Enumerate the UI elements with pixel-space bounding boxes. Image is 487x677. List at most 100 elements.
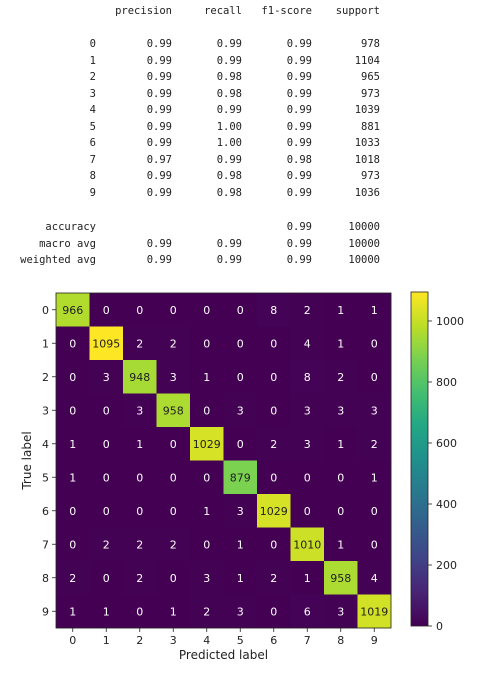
heatmap-cell: [89, 326, 124, 361]
cell-value-label: 0: [170, 505, 177, 518]
report-support-value: 10000: [348, 237, 380, 250]
heatmap-cell: [190, 561, 224, 595]
heatmap-cell: [290, 527, 325, 562]
report-f1-value: 0.98: [286, 153, 312, 166]
x-tick-label: 6: [270, 634, 277, 647]
heatmap-cell: [89, 427, 124, 461]
cell-value-label: 0: [136, 304, 143, 317]
heatmap-cell: [257, 527, 291, 562]
cell-value-label: 1: [337, 538, 344, 551]
heatmap-cell: [89, 393, 124, 428]
report-recall-value: 0.99: [216, 54, 242, 67]
cell-value-label: 0: [337, 471, 344, 484]
heatmap-cell: [56, 427, 90, 461]
report-f1-value: 0.99: [286, 186, 312, 199]
heatmap-cell: [89, 293, 124, 327]
cell-value-label: 0: [103, 572, 110, 585]
heatmap-cell: [123, 594, 157, 629]
report-class-label: 9: [89, 186, 96, 199]
heatmap-cell: [223, 293, 258, 327]
heatmap-cell: [290, 594, 325, 629]
report-recall-value: 0.99: [216, 38, 242, 50]
report-class-label: 7: [89, 153, 96, 166]
confusion-matrix-chart: 966 0 0 0 0 0 8 2 1 10 1095 2 2 0 0 0 4 1 00 3 948 3 1 0 0 8 2 00 0 3…: [20, 291, 464, 662]
heatmap-cell: [357, 527, 392, 562]
heatmap-cell: [156, 594, 191, 629]
cell-value-label: 1: [136, 438, 143, 451]
cell-value-label: 0: [304, 471, 311, 484]
heatmap-cell: [290, 393, 325, 428]
cell-value-label: 1: [304, 572, 311, 585]
heatmap-cell: [324, 494, 358, 528]
report-support-value: 1039: [354, 104, 380, 116]
report-class-label: 2: [89, 71, 96, 83]
y-tick-label: 5: [42, 471, 49, 484]
report-precision-value: 0.99: [146, 71, 172, 83]
cell-value-label: 879: [230, 471, 251, 484]
report-support-value: 973: [361, 87, 380, 100]
heatmap-cell: [290, 460, 325, 495]
cell-value-label: 2: [270, 572, 277, 585]
cell-value-label: 0: [103, 404, 110, 417]
heatmap-cell: [324, 326, 358, 361]
heatmap-cell: [257, 561, 291, 595]
cell-value-label: 0: [103, 438, 110, 451]
report-class-label: 8: [89, 170, 96, 182]
x-tick-label: 9: [371, 634, 378, 647]
heatmap-cell: [223, 460, 258, 495]
report-precision-value: 0.99: [146, 170, 172, 182]
report-precision-value: 0.99: [146, 54, 172, 67]
cell-value-label: 2: [170, 337, 177, 350]
heatmap-cell: [357, 494, 392, 528]
report-precision-value: 0.99: [146, 237, 172, 250]
y-tick-label: 4: [42, 438, 49, 451]
x-tick-label: 5: [237, 634, 244, 647]
heatmap-cell: [357, 594, 392, 629]
colorbar-tick-label: 400: [436, 498, 457, 511]
cell-value-label: 0: [170, 572, 177, 585]
report-precision-value: 0.99: [146, 137, 172, 149]
heatmap-cell: [123, 360, 157, 394]
heatmap-cell: [257, 393, 291, 428]
heatmap-cell: [156, 427, 191, 461]
cell-value-label: 0: [69, 505, 76, 518]
x-tick-label: 7: [304, 634, 311, 647]
heatmap-cell: [190, 360, 224, 394]
heatmap-cell: [257, 460, 291, 495]
heatmap-cell: [89, 594, 124, 629]
heatmap-cell: [290, 427, 325, 461]
colorbar-tick-label: 800: [436, 376, 457, 389]
cell-value-label: 4: [304, 337, 311, 350]
cell-value-label: 0: [270, 404, 277, 417]
heatmap-cell: [357, 460, 392, 495]
heatmap-cell: [123, 427, 157, 461]
report-header: support: [335, 5, 380, 17]
x-axis-label: Predicted label: [179, 648, 268, 662]
report-precision-value: 0.99: [146, 104, 172, 116]
x-tick-label: 4: [203, 634, 210, 647]
heatmap-cell: [56, 494, 90, 528]
cell-value-label: 958: [163, 404, 184, 417]
heatmap-cell: [56, 293, 90, 327]
heatmap-cell: [290, 326, 325, 361]
report-support-value: 978: [361, 38, 380, 50]
heatmap-cell: [324, 427, 358, 461]
cell-value-label: 2: [136, 337, 143, 350]
classification-report: precision recall f1-score support 0 0.99 0.99 0…: [0, 0, 487, 280]
cell-value-label: 958: [330, 572, 351, 585]
cell-value-label: 1: [170, 605, 177, 618]
heatmap-cell: [123, 494, 157, 528]
cell-value-label: 1029: [193, 438, 221, 451]
cell-value-label: 0: [371, 505, 378, 518]
heatmap-cell: [324, 561, 358, 595]
cell-value-label: 0: [371, 337, 378, 350]
cell-value-label: 1: [337, 337, 344, 350]
heatmap-cell: [190, 293, 224, 327]
heatmap-cell: [190, 393, 224, 428]
cell-value-label: 8: [304, 371, 311, 384]
heatmap-cell: [156, 460, 191, 495]
cell-value-label: 0: [103, 471, 110, 484]
heatmap-cell: [290, 360, 325, 394]
cell-value-label: 1019: [360, 605, 388, 618]
heatmap-cell: [56, 326, 90, 361]
